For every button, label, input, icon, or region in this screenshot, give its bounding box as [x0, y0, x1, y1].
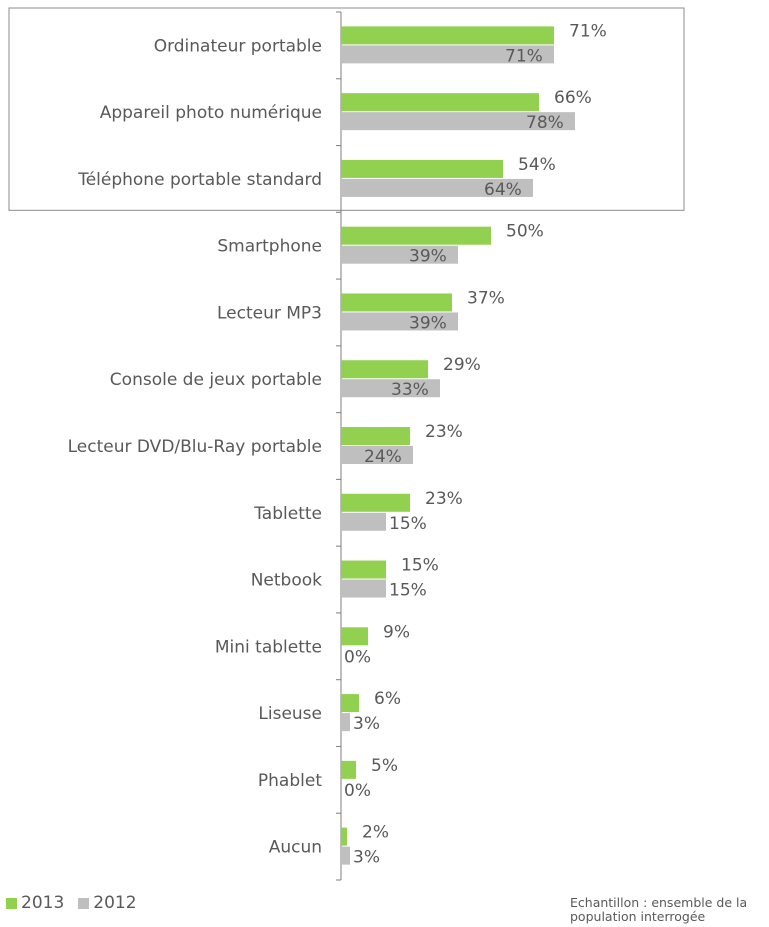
bar-2013 [341, 293, 452, 312]
category-label: Phablet [258, 771, 322, 791]
data-label-2012: 0% [344, 781, 371, 801]
bar-2013 [341, 360, 428, 379]
sample-note: Echantillon : ensemble de la population … [570, 895, 748, 924]
data-label-2013: 2% [362, 823, 389, 843]
bar-2013 [341, 226, 491, 245]
data-label-2012: 39% [409, 313, 447, 333]
bar-2013 [341, 26, 554, 45]
data-label-2012: 3% [353, 714, 380, 734]
bar-2013 [341, 159, 503, 178]
category-label: Lecteur MP3 [217, 303, 322, 323]
data-label-2013: 71% [569, 21, 607, 41]
bar-2013 [341, 93, 539, 112]
bar-2012 [341, 446, 413, 464]
category-label: Ordinateur portable [154, 36, 322, 56]
category-label: Mini tablette [215, 637, 322, 657]
data-label-2013: 37% [467, 288, 505, 308]
category-label: Netbook [251, 571, 322, 591]
category-label: Aucun [269, 838, 322, 858]
bar-2013 [341, 560, 386, 579]
category-label: Liseuse [258, 704, 322, 724]
legend-swatch-2013 [6, 897, 17, 909]
legend-label-2012: 2012 [93, 893, 137, 913]
data-label-2012: 15% [389, 514, 427, 534]
bar-2013 [341, 427, 410, 445]
bar-2012 [341, 45, 554, 64]
data-label-2013: 54% [518, 155, 556, 175]
category-label: Appareil photo numérique [100, 103, 322, 123]
data-label-2012: 39% [409, 247, 447, 267]
legend-item-2013: 2013 [6, 893, 64, 913]
highlight-box [8, 7, 685, 211]
data-label-2013: 5% [371, 756, 398, 776]
legend-item-2012: 2012 [78, 893, 137, 913]
bar-2012 [341, 579, 386, 598]
data-label-2012: 64% [484, 180, 522, 200]
category-label: Smartphone [217, 237, 322, 257]
data-label-2012: 78% [526, 113, 564, 133]
bar-2013 [341, 627, 368, 646]
legend: 2013 2012 [6, 893, 137, 913]
data-label-2012: 15% [389, 581, 427, 601]
data-label-2013: 50% [506, 222, 544, 242]
data-label-2012: 24% [364, 447, 402, 467]
bar-2012 [341, 846, 350, 865]
data-label-2013: 15% [401, 556, 439, 576]
data-label-2012: 33% [391, 380, 429, 400]
category-label: Tablette [253, 504, 322, 524]
bar-2012 [341, 512, 386, 531]
bar-2012 [341, 178, 533, 197]
data-label-2013: 9% [383, 622, 410, 642]
category-label: Téléphone portable standard [77, 170, 322, 190]
data-label-2013: 23% [425, 422, 463, 442]
bar-2012 [341, 312, 458, 331]
data-label-2013: 6% [374, 689, 401, 709]
category-label: Lecteur DVD/Blu-Ray portable [68, 437, 322, 457]
bar-2013 [341, 493, 410, 512]
data-label-2013: 66% [554, 88, 592, 108]
bar-2012 [341, 713, 350, 732]
data-label-2012: 3% [353, 848, 380, 868]
data-label-2013: 29% [443, 355, 481, 375]
data-label-2013: 23% [425, 489, 463, 509]
bar-2012 [341, 245, 458, 264]
bar-2013 [341, 760, 356, 779]
bar-2012 [341, 112, 575, 131]
legend-label-2013: 2013 [21, 893, 65, 913]
data-label-2012: 71% [505, 46, 543, 66]
legend-swatch-2012 [78, 897, 90, 909]
bar-2013 [341, 694, 359, 713]
bar-2012 [341, 379, 440, 398]
bar-2013 [341, 827, 347, 846]
category-label: Console de jeux portable [110, 370, 322, 390]
data-label-2012: 0% [344, 647, 371, 667]
